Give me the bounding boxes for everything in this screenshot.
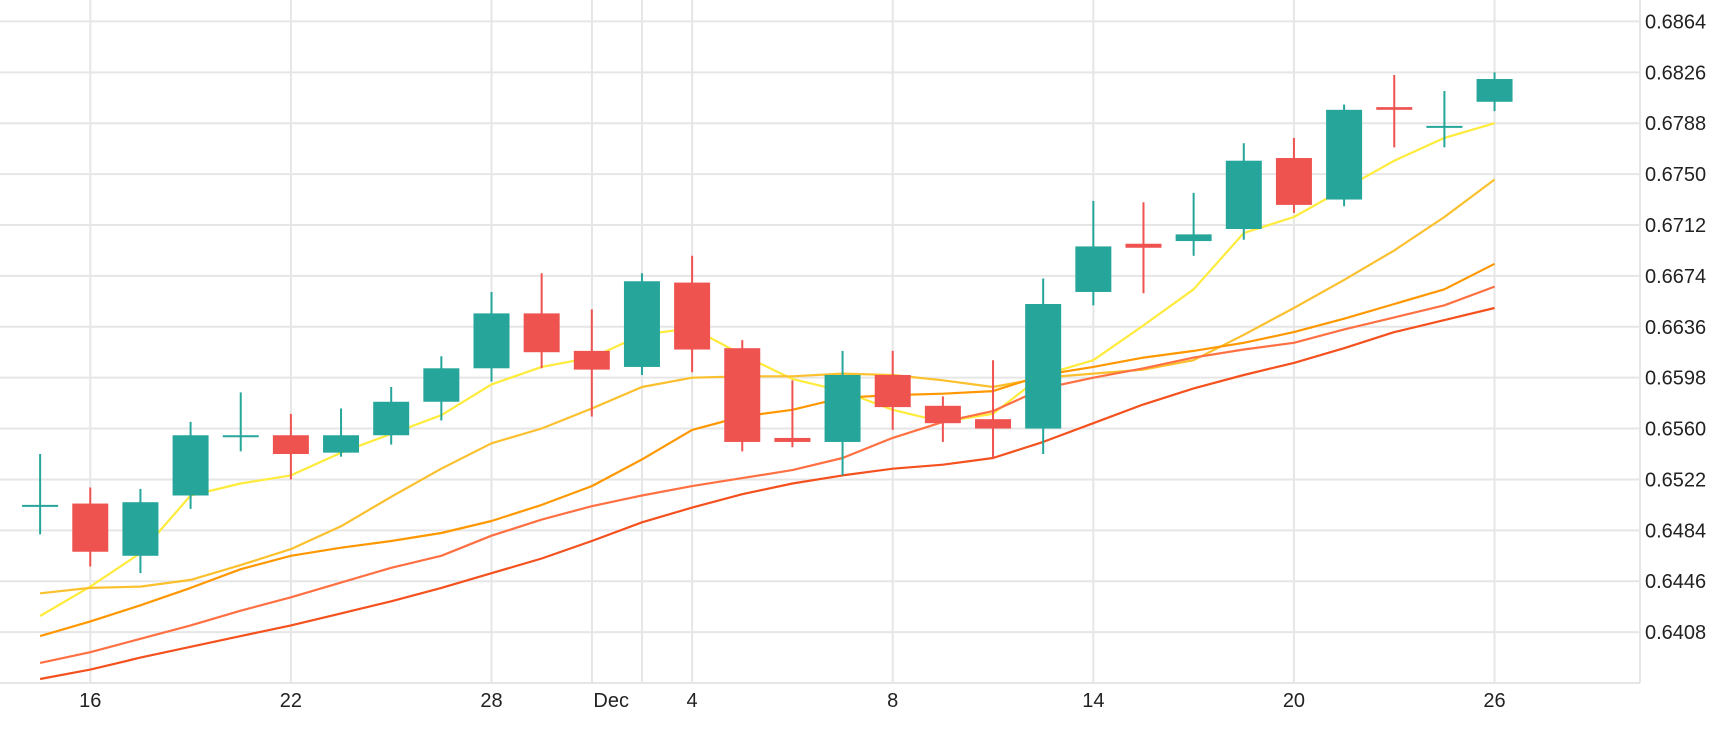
candle-body	[172, 435, 209, 496]
candle-body	[1326, 109, 1363, 200]
candle	[473, 291, 510, 382]
candle-body	[1075, 246, 1112, 292]
y-tick-label: 0.6826	[1645, 62, 1706, 84]
candle	[1225, 143, 1262, 240]
candle-body	[573, 350, 610, 370]
candle	[122, 488, 159, 574]
candle-body	[1175, 234, 1212, 242]
candle-body	[1426, 125, 1463, 128]
x-tick-label: 28	[480, 690, 502, 712]
candle	[1376, 74, 1413, 148]
moving-average-line-3	[39, 262, 1496, 638]
candle	[724, 340, 761, 452]
candle	[1125, 202, 1162, 294]
candles	[22, 72, 1513, 574]
candle	[1426, 91, 1463, 148]
candle-body	[1275, 158, 1312, 205]
moving-average-line-2	[39, 178, 1496, 595]
candle-body	[824, 374, 861, 442]
candle	[1025, 278, 1062, 454]
candle-body	[774, 437, 811, 442]
y-tick-label: 0.6446	[1645, 571, 1706, 593]
candle-body	[1376, 107, 1413, 110]
x-tick-label: Dec	[593, 690, 629, 712]
candle-body	[724, 348, 761, 442]
candle	[222, 392, 259, 452]
candle	[1175, 192, 1212, 256]
candle	[22, 453, 59, 535]
candle-body	[924, 405, 961, 424]
y-tick-label: 0.6750	[1645, 164, 1706, 186]
moving-average-line-4	[39, 285, 1495, 664]
candle-body	[272, 435, 309, 454]
candle	[373, 387, 410, 445]
candle-body	[674, 282, 711, 350]
candle-body	[222, 435, 259, 438]
y-tick-label: 0.6408	[1645, 622, 1706, 644]
candle-body	[523, 313, 560, 353]
candle	[172, 421, 209, 509]
candle	[774, 380, 811, 448]
y-tick-label: 0.6674	[1645, 266, 1706, 288]
candle-body	[22, 504, 59, 507]
candle	[623, 273, 660, 375]
candle	[824, 350, 861, 476]
x-tick-label: 20	[1283, 690, 1305, 712]
x-tick-label: 8	[887, 690, 898, 712]
candle-body	[975, 419, 1012, 429]
candle	[72, 487, 109, 567]
candle-body	[423, 368, 460, 402]
candle-body	[1025, 304, 1062, 429]
y-tick-label: 0.6712	[1645, 215, 1706, 237]
candle	[874, 350, 911, 430]
candle-body	[874, 374, 911, 408]
candle	[523, 273, 560, 369]
candle	[1476, 72, 1513, 112]
candle	[423, 356, 460, 421]
x-tick-label: 14	[1082, 690, 1104, 712]
moving-average-lines	[39, 122, 1496, 681]
candle-body	[1476, 79, 1513, 102]
y-axis-tick-labels: 0.6408 0.6446 0.6484 0.6522 0.6560 0.6598 0.66…	[1645, 11, 1706, 644]
y-tick-label: 0.6484	[1645, 520, 1706, 542]
x-tick-label: 26	[1483, 690, 1505, 712]
candle-body	[473, 313, 510, 369]
candle	[323, 408, 360, 457]
x-tick-label: 16	[79, 690, 101, 712]
candle-body	[122, 502, 159, 556]
candle-body	[323, 435, 360, 453]
x-tick-label: 4	[687, 690, 698, 712]
x-tick-label: 22	[280, 690, 302, 712]
candle-body	[1125, 243, 1162, 248]
y-tick-label: 0.6522	[1645, 469, 1706, 491]
candle	[924, 396, 961, 442]
candle-body	[373, 401, 410, 436]
y-tick-label: 0.6864	[1645, 11, 1706, 33]
y-tick-label: 0.6598	[1645, 368, 1706, 390]
candle	[975, 360, 1012, 459]
candle-body	[72, 503, 109, 552]
y-tick-label: 0.6636	[1645, 317, 1706, 339]
candle-body	[1225, 160, 1262, 230]
moving-average-line-1	[39, 122, 1495, 617]
moving-average-line-5	[39, 306, 1495, 681]
x-axis-tick-labels: 16 22 28 Dec 4 8 14 20 26	[79, 690, 1506, 712]
candle-body	[623, 281, 660, 367]
y-tick-label: 0.6560	[1645, 419, 1706, 441]
candle	[573, 309, 610, 417]
candle	[1326, 104, 1363, 207]
y-tick-label: 0.6788	[1645, 113, 1706, 135]
candle	[1275, 137, 1312, 213]
candle	[674, 255, 711, 373]
candle	[1075, 200, 1112, 306]
candle	[272, 413, 309, 480]
